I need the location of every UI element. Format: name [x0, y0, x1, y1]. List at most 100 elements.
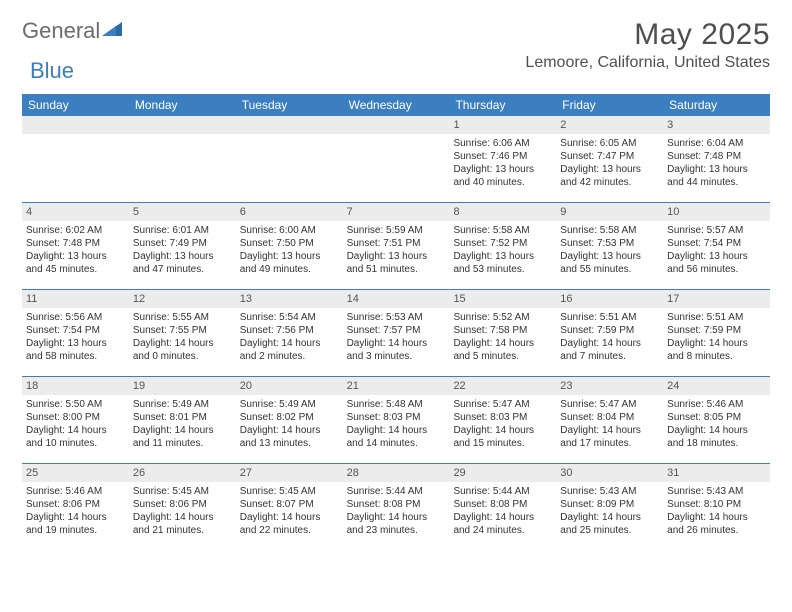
sunrise-text: Sunrise: 5:48 AM	[347, 398, 446, 411]
day-number: 1	[449, 116, 556, 134]
daylight-text: Daylight: 14 hours	[26, 511, 125, 524]
daylight-text: Daylight: 14 hours	[347, 424, 446, 437]
sunrise-text: Sunrise: 5:59 AM	[347, 224, 446, 237]
daylight-text: Daylight: 13 hours	[26, 250, 125, 263]
daylight-text: Daylight: 14 hours	[453, 511, 552, 524]
calendar-cell: 22Sunrise: 5:47 AMSunset: 8:03 PMDayligh…	[449, 377, 556, 463]
day-number: 24	[663, 377, 770, 395]
calendar-cell	[343, 116, 450, 202]
day-header-cell: Saturday	[663, 94, 770, 116]
daylight-text: and 47 minutes.	[133, 263, 232, 276]
day-header-cell: Wednesday	[343, 94, 450, 116]
daylight-text: and 14 minutes.	[347, 437, 446, 450]
daylight-text: and 23 minutes.	[347, 524, 446, 537]
daylight-text: and 7 minutes.	[560, 350, 659, 363]
day-number: 18	[22, 377, 129, 395]
calendar-cell: 25Sunrise: 5:46 AMSunset: 8:06 PMDayligh…	[22, 464, 129, 550]
sunset-text: Sunset: 8:01 PM	[133, 411, 232, 424]
daylight-text: Daylight: 13 hours	[453, 250, 552, 263]
calendar-week-row: 25Sunrise: 5:46 AMSunset: 8:06 PMDayligh…	[22, 464, 770, 550]
day-number: 31	[663, 464, 770, 482]
sunset-text: Sunset: 8:09 PM	[560, 498, 659, 511]
calendar-cell: 1Sunrise: 6:06 AMSunset: 7:46 PMDaylight…	[449, 116, 556, 202]
daylight-text: Daylight: 14 hours	[26, 424, 125, 437]
location-text: Lemoore, California, United States	[525, 54, 770, 72]
sunrise-text: Sunrise: 5:47 AM	[560, 398, 659, 411]
calendar-week-row: 11Sunrise: 5:56 AMSunset: 7:54 PMDayligh…	[22, 290, 770, 377]
day-number: 19	[129, 377, 236, 395]
day-number: 13	[236, 290, 343, 308]
calendar-cell: 16Sunrise: 5:51 AMSunset: 7:59 PMDayligh…	[556, 290, 663, 376]
day-number: 30	[556, 464, 663, 482]
calendar-cell: 31Sunrise: 5:43 AMSunset: 8:10 PMDayligh…	[663, 464, 770, 550]
day-header-cell: Friday	[556, 94, 663, 116]
logo-word2: Blue	[30, 58, 74, 84]
sunset-text: Sunset: 7:58 PM	[453, 324, 552, 337]
daylight-text: Daylight: 14 hours	[347, 337, 446, 350]
daylight-text: and 51 minutes.	[347, 263, 446, 276]
calendar-cell	[129, 116, 236, 202]
sunset-text: Sunset: 7:56 PM	[240, 324, 339, 337]
daylight-text: Daylight: 13 hours	[240, 250, 339, 263]
day-number: 10	[663, 203, 770, 221]
daylight-text: and 22 minutes.	[240, 524, 339, 537]
sunset-text: Sunset: 7:54 PM	[667, 237, 766, 250]
calendar-cell: 18 Sunrise: 5:50 AMSunset: 8:00 PMDayligh…	[22, 377, 129, 463]
sunrise-text: Sunrise: 6:02 AM	[26, 224, 125, 237]
sunrise-text: Sunrise: 5:45 AM	[133, 485, 232, 498]
daylight-text: Daylight: 14 hours	[560, 337, 659, 350]
daylight-text: and 24 minutes.	[453, 524, 552, 537]
logo-word1: General	[22, 18, 100, 44]
day-number: 9	[556, 203, 663, 221]
empty-daynum-bar	[236, 116, 343, 134]
sunset-text: Sunset: 8:05 PM	[667, 411, 766, 424]
empty-daynum-bar	[343, 116, 450, 134]
calendar-cell: 15Sunrise: 5:52 AMSunset: 7:58 PMDayligh…	[449, 290, 556, 376]
sunset-text: Sunset: 7:49 PM	[133, 237, 232, 250]
day-header-cell: Sunday	[22, 94, 129, 116]
calendar-cell: 5Sunrise: 6:01 AMSunset: 7:49 PMDaylight…	[129, 203, 236, 289]
sunrise-text: Sunrise: 5:46 AM	[667, 398, 766, 411]
day-number: 3	[663, 116, 770, 134]
sunset-text: Sunset: 8:08 PM	[453, 498, 552, 511]
daylight-text: Daylight: 14 hours	[560, 424, 659, 437]
calendar: SundayMondayTuesdayWednesdayThursdayFrid…	[22, 94, 770, 550]
daylight-text: and 11 minutes.	[133, 437, 232, 450]
calendar-cell: 6Sunrise: 6:00 AMSunset: 7:50 PMDaylight…	[236, 203, 343, 289]
sunrise-text: Sunrise: 5:51 AM	[560, 311, 659, 324]
empty-daynum-bar	[129, 116, 236, 134]
daylight-text: and 17 minutes.	[560, 437, 659, 450]
daylight-text: Daylight: 14 hours	[240, 337, 339, 350]
calendar-cell	[236, 116, 343, 202]
sunset-text: Sunset: 8:00 PM	[26, 411, 125, 424]
sunrise-text: Sunrise: 6:01 AM	[133, 224, 232, 237]
day-number: 20	[236, 377, 343, 395]
sunrise-text: Sunrise: 6:04 AM	[667, 137, 766, 150]
calendar-cell: 11Sunrise: 5:56 AMSunset: 7:54 PMDayligh…	[22, 290, 129, 376]
sunset-text: Sunset: 7:59 PM	[667, 324, 766, 337]
sunset-text: Sunset: 8:07 PM	[240, 498, 339, 511]
sunrise-text: Sunrise: 5:50 AM	[26, 398, 125, 411]
daylight-text: Daylight: 13 hours	[560, 250, 659, 263]
calendar-week-row: 4Sunrise: 6:02 AMSunset: 7:48 PMDaylight…	[22, 203, 770, 290]
day-number: 4	[22, 203, 129, 221]
sunset-text: Sunset: 7:52 PM	[453, 237, 552, 250]
sunset-text: Sunset: 7:46 PM	[453, 150, 552, 163]
calendar-cell: 27Sunrise: 5:45 AMSunset: 8:07 PMDayligh…	[236, 464, 343, 550]
sunrise-text: Sunrise: 6:06 AM	[453, 137, 552, 150]
logo: General	[22, 18, 124, 44]
daylight-text: Daylight: 14 hours	[667, 424, 766, 437]
calendar-cell: 24 Sunrise: 5:46 AMSunset: 8:05 PMDayligh…	[663, 377, 770, 463]
daylight-text: and 42 minutes.	[560, 176, 659, 189]
daylight-text: Daylight: 14 hours	[453, 424, 552, 437]
logo-triangle-icon	[102, 20, 122, 43]
sunrise-text: Sunrise: 5:44 AM	[347, 485, 446, 498]
empty-daynum-bar	[22, 116, 129, 134]
daylight-text: Daylight: 14 hours	[667, 337, 766, 350]
daylight-text: Daylight: 13 hours	[347, 250, 446, 263]
sunset-text: Sunset: 7:50 PM	[240, 237, 339, 250]
daylight-text: and 26 minutes.	[667, 524, 766, 537]
daylight-text: and 25 minutes.	[560, 524, 659, 537]
calendar-cell: 12Sunrise: 5:55 AMSunset: 7:55 PMDayligh…	[129, 290, 236, 376]
day-number: 29	[449, 464, 556, 482]
